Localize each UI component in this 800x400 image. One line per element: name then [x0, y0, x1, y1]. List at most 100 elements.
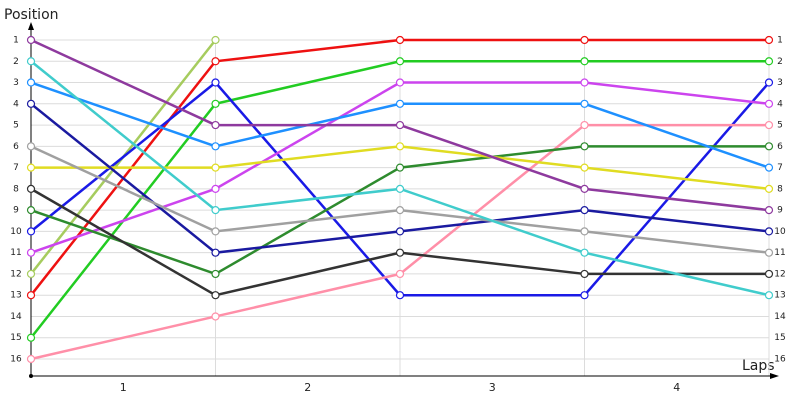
point	[211, 269, 220, 279]
point	[211, 99, 220, 108]
point	[26, 354, 36, 364]
point	[580, 227, 589, 236]
point	[26, 184, 36, 193]
point	[395, 120, 405, 130]
point	[580, 35, 589, 45]
y-tick-label: 14	[10, 312, 22, 322]
y-axis-label: Position	[4, 7, 59, 23]
point	[580, 248, 589, 257]
point	[26, 227, 36, 236]
y-tick-label: 5	[13, 121, 19, 131]
y-tick-label: 2	[13, 57, 19, 67]
y-tick-label: 10	[10, 227, 22, 237]
point	[395, 57, 405, 66]
point	[580, 120, 589, 130]
point	[26, 35, 36, 45]
point	[211, 184, 220, 193]
point	[211, 35, 220, 45]
y-tick-label: 1	[13, 36, 19, 46]
y-tick-label-right: 6	[777, 142, 783, 152]
point	[211, 120, 220, 130]
axis-origin	[29, 374, 33, 378]
point	[211, 57, 220, 66]
point	[211, 312, 220, 321]
point	[580, 269, 589, 279]
point	[26, 142, 36, 151]
point	[395, 206, 405, 215]
y-tick-label: 15	[10, 333, 21, 343]
point	[211, 227, 220, 236]
point	[395, 227, 405, 236]
point	[764, 163, 774, 172]
y-tick-label: 13	[10, 291, 21, 301]
point	[580, 206, 589, 215]
y-tick-label: 11	[10, 248, 21, 258]
y-tick-label: 16	[10, 355, 22, 365]
point	[395, 248, 405, 257]
point	[764, 120, 774, 130]
point	[580, 57, 589, 66]
point	[395, 184, 405, 193]
y-tick-label-right: 3	[777, 78, 783, 88]
point	[26, 333, 36, 342]
y-tick-label: 12	[10, 269, 21, 279]
point	[580, 142, 589, 151]
point	[764, 206, 774, 215]
point	[764, 227, 774, 236]
point	[580, 184, 589, 193]
point	[580, 291, 589, 300]
point	[580, 163, 589, 172]
x-tick-label: 3	[489, 381, 496, 394]
point	[26, 248, 36, 257]
point	[764, 142, 774, 151]
x-tick-label: 4	[673, 381, 680, 394]
y-axis-arrow	[28, 22, 34, 30]
y-tick-label-right: 14	[774, 312, 786, 322]
point	[26, 57, 36, 66]
point	[26, 269, 36, 279]
point	[395, 78, 405, 87]
point	[395, 291, 405, 300]
point	[764, 57, 774, 66]
point	[211, 291, 220, 300]
y-tick-label-right: 1	[777, 36, 783, 46]
point	[211, 78, 220, 87]
point	[764, 99, 774, 108]
y-tick-label-right: 13	[774, 291, 785, 301]
point	[211, 142, 220, 151]
point	[26, 78, 36, 87]
point	[580, 78, 589, 87]
point	[764, 184, 774, 193]
x-tick-label: 1	[120, 381, 127, 394]
point	[395, 142, 405, 151]
y-tick-label: 4	[13, 99, 19, 109]
point	[764, 35, 774, 45]
y-tick-label-right: 4	[777, 99, 783, 109]
x-tick-label: 2	[304, 381, 311, 394]
point	[764, 248, 774, 257]
y-tick-label: 3	[13, 78, 19, 88]
point	[395, 269, 405, 279]
y-tick-label-right: 16	[774, 355, 786, 365]
point	[26, 291, 36, 300]
y-tick-label: 6	[13, 142, 19, 152]
point	[211, 248, 220, 257]
y-tick-label-right: 2	[777, 57, 783, 67]
point	[580, 99, 589, 108]
point	[26, 163, 36, 172]
point	[395, 35, 405, 45]
y-tick-label: 9	[13, 206, 19, 216]
x-axis-arrow	[770, 373, 779, 379]
y-tick-label-right: 8	[777, 184, 783, 194]
point	[764, 78, 774, 87]
point	[764, 291, 774, 300]
point	[395, 99, 405, 108]
y-tick-label-right: 10	[774, 227, 786, 237]
y-tick-label-right: 11	[774, 248, 785, 258]
point	[211, 206, 220, 215]
y-tick-label-right: 5	[777, 121, 783, 131]
y-tick-label-right: 7	[777, 163, 783, 173]
y-tick-label-right: 12	[774, 269, 785, 279]
y-tick-label: 7	[13, 163, 19, 173]
